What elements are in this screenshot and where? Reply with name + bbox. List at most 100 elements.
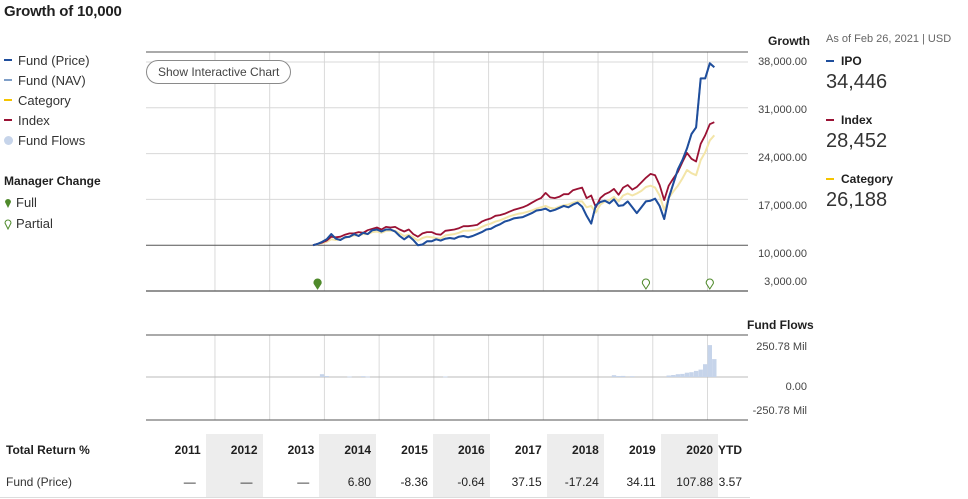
manager-change-partial: Partial [4, 216, 53, 231]
legend-label: Category [18, 92, 71, 108]
manager-full-label: Full [16, 195, 37, 210]
return-cell: 107.88 [660, 466, 718, 498]
manager-change-title: Manager Change [4, 174, 101, 188]
table-bottom-rule [0, 497, 750, 498]
legend-item-category[interactable]: Category [4, 90, 90, 110]
fund-flow-bar [666, 375, 671, 377]
return-cell: 34.11 [626, 475, 656, 489]
full-pin-icon [5, 198, 11, 208]
returns-header-label: Total Return % [6, 443, 90, 457]
growth-tick: 24,000.00 [758, 152, 807, 164]
growth-axis-label: Growth [768, 34, 810, 48]
flow-tick: 250.78 Mil [756, 341, 807, 353]
fund-flow-bar [616, 376, 621, 377]
manager-change-partial-marker[interactable] [705, 278, 714, 290]
category-swatch [4, 99, 12, 101]
legend-label: Index [18, 112, 50, 128]
growth-tick: 38,000.00 [758, 56, 807, 68]
fund-flows-axis-label: Fund Flows [747, 318, 814, 332]
fund-flow-bar [675, 374, 681, 377]
index-side-swatch [826, 119, 834, 121]
return-cell: 6.80 [319, 466, 377, 498]
fund-flow-bar [693, 370, 699, 377]
flow-tick: -250.78 Mil [752, 405, 807, 417]
fund-flow-bar [319, 374, 325, 377]
ipo-swatch [826, 60, 834, 62]
fund-flow-bar [365, 376, 370, 378]
growth-tick: 10,000.00 [758, 248, 807, 260]
returns-row-label: Fund (Price) [6, 475, 73, 489]
series-line-index [312, 121, 715, 247]
fund-flow-bar [324, 376, 329, 377]
fund-flow-bar [680, 373, 685, 377]
fund-flow-bar [703, 364, 708, 377]
year-header: 2019 [628, 443, 656, 457]
fund-flows-dot [4, 135, 13, 145]
return-cell: -17.24 [546, 466, 604, 498]
legend-item-fund-price[interactable]: Fund (Price) [4, 50, 90, 70]
year-header: 2018 [546, 434, 604, 466]
year-header: 2014 [319, 434, 377, 466]
side-value: 28,452 [826, 130, 888, 152]
partial-pin-icon [4, 219, 12, 230]
returns-header-row: Total Return % 2011 2012 2013 2014 2015 … [0, 434, 750, 466]
side-value-index: Index 28,452 [826, 113, 887, 153]
fund-price-swatch [4, 59, 12, 61]
returns-table: Total Return % 2011 2012 2013 2014 2015 … [0, 434, 750, 498]
side-value: 26,188 [826, 189, 888, 211]
side-label: IPO [841, 54, 862, 68]
year-header: 2020 [660, 434, 718, 466]
fund-flow-bar [707, 345, 712, 377]
manager-change-full: Full [4, 195, 37, 210]
legend-label: Fund (NAV) [18, 72, 86, 88]
fund-flow-bar [671, 375, 676, 377]
return-cell: -0.64 [432, 466, 490, 498]
flow-tick: 0.00 [785, 381, 807, 393]
side-value-ipo: IPO 34,446 [826, 54, 887, 94]
fund-flow-bar [443, 376, 448, 378]
return-cell: 37.15 [511, 475, 542, 489]
fund-nav-swatch [4, 79, 12, 81]
legend: Fund (Price) Fund (NAV) Category Index F… [4, 50, 90, 150]
legend-item-index[interactable]: Index [4, 110, 90, 130]
year-header: 2011 [174, 443, 201, 457]
series-line-fund-price [312, 62, 715, 247]
show-interactive-chart-button[interactable]: Show Interactive Chart [146, 60, 292, 84]
manager-change-full-marker[interactable] [313, 278, 322, 290]
growth-tick: 31,000.00 [758, 104, 807, 116]
legend-label: Fund Flows [18, 132, 86, 148]
return-cell: — [205, 466, 263, 498]
year-header: 2016 [432, 434, 490, 466]
fund-flow-bar [712, 359, 717, 377]
ytd-header: YTD [718, 443, 742, 457]
chart-title: Growth of 10,000 [4, 3, 122, 20]
fund-flow-bar [698, 369, 703, 377]
series-line-category [312, 134, 716, 247]
legend-item-fund-nav[interactable]: Fund (NAV) [4, 70, 90, 90]
return-cell: — [183, 475, 196, 489]
fund-flow-bar [611, 375, 617, 377]
year-header: 2015 [401, 443, 428, 457]
growth-tick: 3,000.00 [764, 276, 807, 288]
return-cell: -8.36 [400, 475, 428, 489]
side-label: Index [841, 113, 873, 127]
manager-change-partial-marker[interactable] [641, 278, 650, 290]
fund-flow-bar [361, 376, 366, 377]
as-of-date: As of Feb 26, 2021 | USD [826, 33, 952, 45]
manager-partial-label: Partial [16, 216, 53, 231]
fund-flow-bar [689, 372, 694, 377]
returns-row-fund-price: Fund (Price) — — — 6.80 -8.36 -0.64 37.1… [0, 466, 750, 498]
side-value-category: Category 26,188 [826, 172, 893, 212]
return-cell: — [297, 475, 310, 489]
growth-tick: 17,000.00 [758, 200, 807, 212]
fund-flow-bar [347, 376, 352, 378]
year-header: 2013 [287, 443, 315, 457]
return-cell: 3.57 [718, 475, 742, 489]
legend-item-fund-flows[interactable]: Fund Flows [4, 130, 90, 150]
year-header: 2017 [514, 443, 542, 457]
growth-chart [146, 51, 748, 421]
side-value: 34,446 [826, 71, 888, 93]
index-swatch [4, 119, 12, 121]
year-header: 2012 [205, 434, 263, 466]
category-side-swatch [826, 178, 834, 180]
